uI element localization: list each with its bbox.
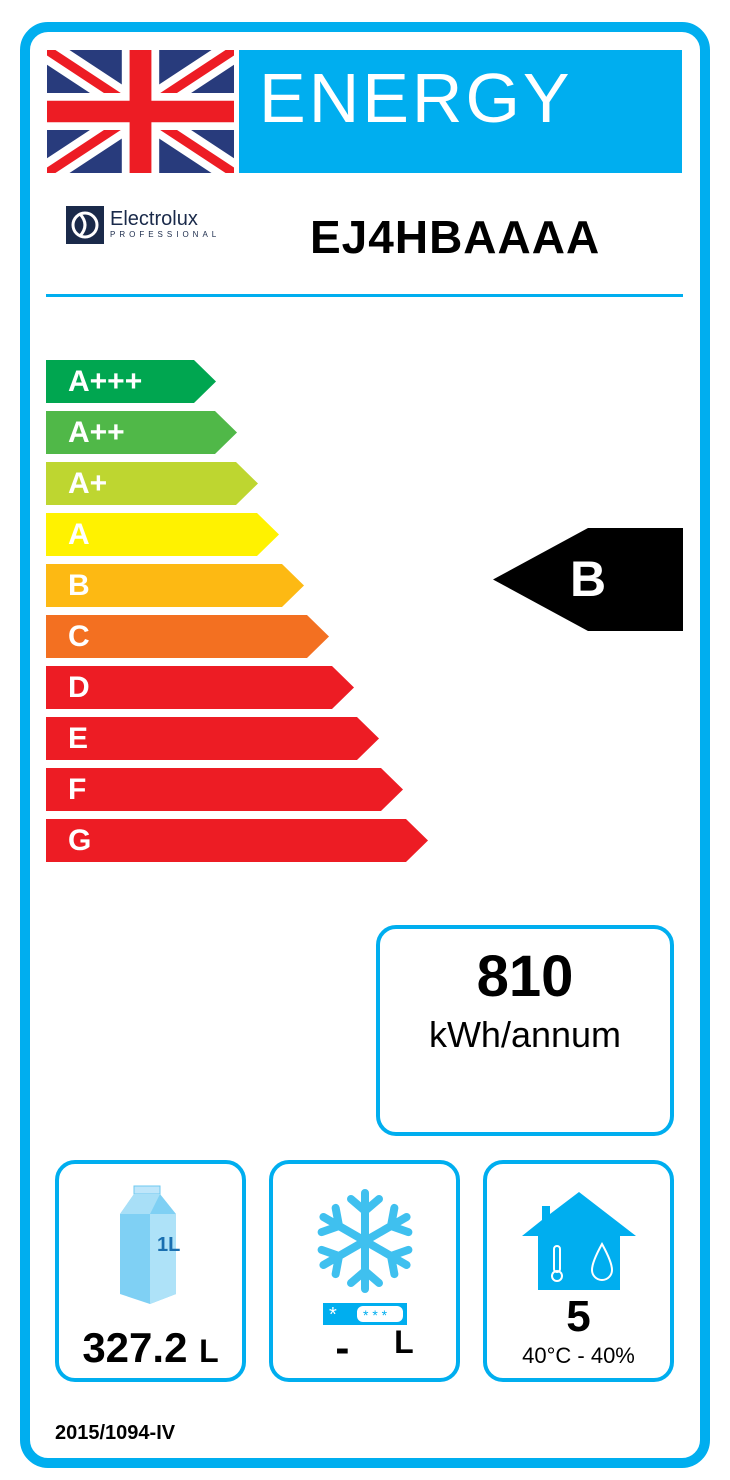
- label-frame: [20, 22, 710, 1468]
- milk-carton-icon: [119, 1185, 176, 1304]
- house-climate-icon: [521, 1192, 636, 1290]
- united-kingdom-flag: [47, 50, 234, 173]
- regulation-reference: 2015/1094-IV: [55, 1422, 176, 1444]
- climate-conditions: 40°C - 40%: [522, 1343, 635, 1368]
- energy-class-bar-a: A: [46, 513, 279, 556]
- energy-class-bar-aplusplusplus: A+++: [46, 360, 216, 403]
- consumption-box: 810 kWh/annum: [376, 925, 674, 1136]
- frozen-volume-box: * * * * - L: [269, 1160, 460, 1382]
- brand-sub: PROFESSIONAL: [110, 230, 221, 239]
- freezer-star-rating-icon: * * * *: [322, 1303, 407, 1325]
- divider: [46, 294, 683, 297]
- chilled-unit: L: [199, 1333, 219, 1369]
- snowflake-icon: [315, 1189, 415, 1296]
- svg-text:* * *: * * *: [363, 1307, 388, 1323]
- energy-class-bar-c: C: [46, 615, 329, 658]
- climate-class: 5: [566, 1292, 591, 1341]
- energy-class-bar-aplusplus: A++: [46, 411, 237, 454]
- consumption-value: 810: [476, 944, 574, 1009]
- carton-label: 1L: [157, 1234, 181, 1256]
- energy-class-bar-g: G: [46, 819, 428, 862]
- climate-class-box: 5 40°C - 40%: [483, 1160, 674, 1382]
- model-number: EJ4HBAAAA: [310, 211, 601, 263]
- consumption-unit: kWh/annum: [428, 1014, 622, 1055]
- svg-text:*: *: [329, 1304, 337, 1325]
- energy-class-bar-d: D: [46, 666, 354, 709]
- energy-class-bar-aplus: A+: [46, 462, 258, 505]
- frozen-volume: -: [335, 1324, 350, 1371]
- energy-class-bar-f: F: [46, 768, 403, 811]
- chilled-volume: 327.2: [82, 1324, 188, 1371]
- energy-class-bar-b: B: [46, 564, 304, 607]
- frozen-unit: L: [394, 1324, 414, 1360]
- chilled-volume-box: 1L 327.2 L: [55, 1160, 246, 1382]
- brand-name: Electrolux: [110, 208, 198, 230]
- electrolux-logo-icon: [66, 206, 104, 244]
- energy-title: ENERGY: [239, 50, 682, 173]
- energy-class-bar-e: E: [46, 717, 379, 760]
- brand-logo: Electrolux PROFESSIONAL: [66, 206, 220, 244]
